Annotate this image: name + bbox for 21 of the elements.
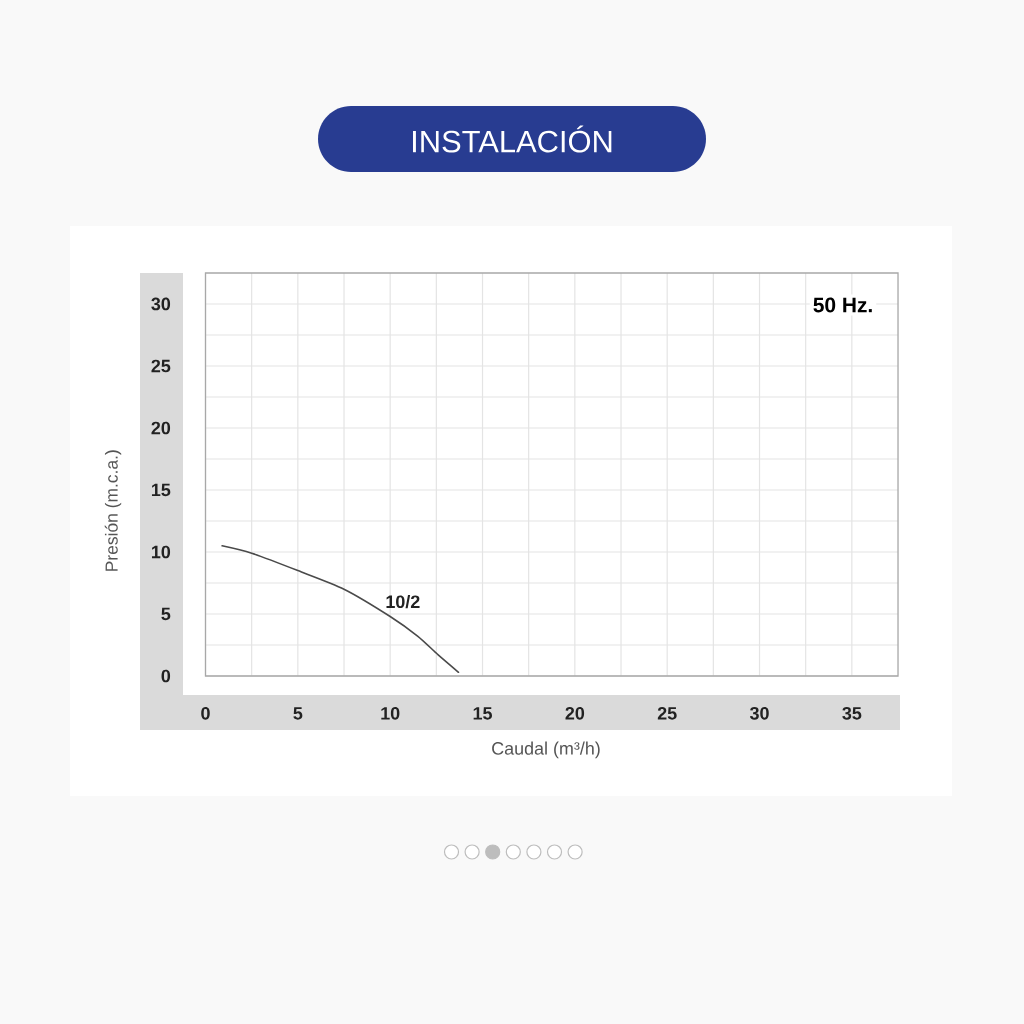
y-tick-label: 10 [151, 545, 171, 559]
x-axis-title: Caudal (m³/h) [492, 741, 600, 759]
annotation: 50 Hz. [813, 297, 872, 313]
x-tick-label: 30 [749, 706, 769, 720]
chart-title: INSTALACIÓN [413, 125, 612, 153]
series-label: 10/2 [386, 594, 420, 609]
y-tick-label: 0 [161, 669, 171, 683]
y-tick-label: 15 [151, 483, 171, 497]
y-tick-label: 20 [151, 421, 171, 435]
x-tick-label: 10 [381, 706, 400, 720]
x-tick-label: 20 [565, 706, 585, 720]
y-tick-label: 30 [151, 297, 171, 311]
x-tick-label: 35 [842, 706, 862, 720]
x-tick-label: 25 [657, 706, 677, 720]
y-tick-label: 25 [151, 359, 171, 373]
x-tick-label: 5 [293, 707, 303, 720]
line-series [221, 544, 460, 674]
y-axis-title: Presión (m.c.a.) [104, 450, 122, 571]
x-tick-label: 15 [473, 707, 492, 720]
x-tick-label: 0 [201, 706, 210, 720]
y-tick-label: 5 [161, 607, 171, 621]
